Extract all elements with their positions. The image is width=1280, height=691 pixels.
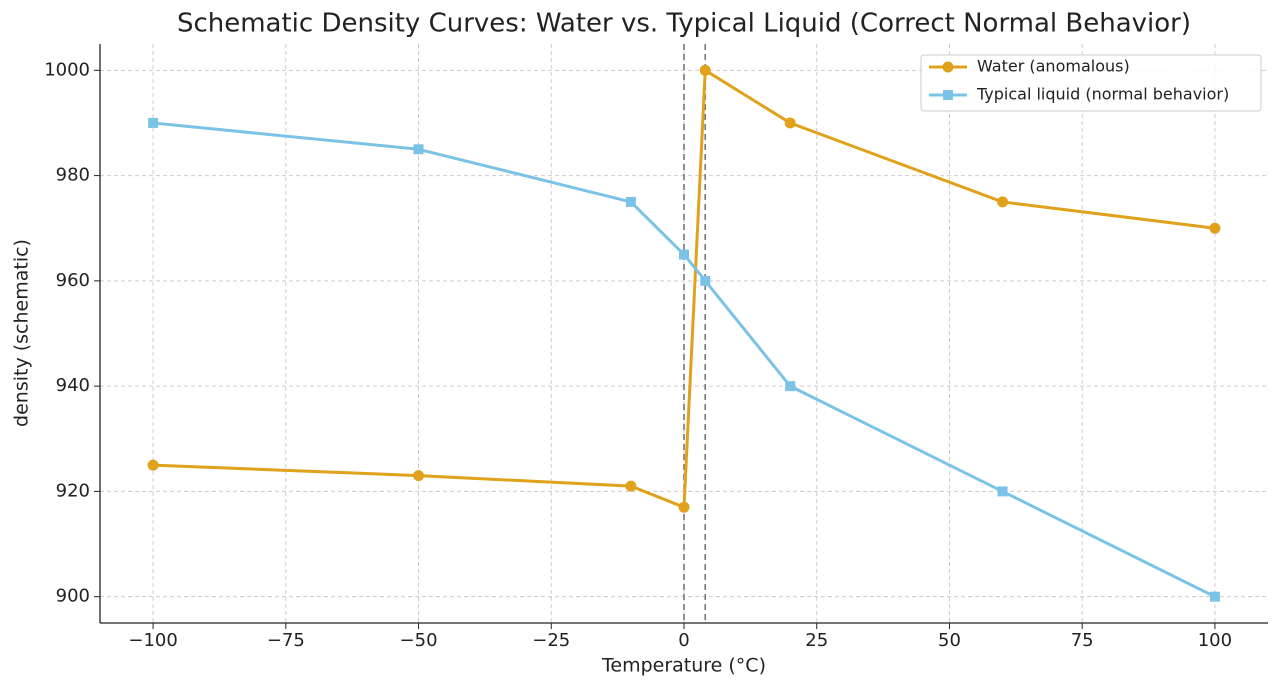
marker <box>700 275 711 286</box>
x-tick-label: 50 <box>938 630 961 651</box>
y-tick-label: 940 <box>56 375 90 396</box>
y-tick-label: 1000 <box>44 59 90 80</box>
x-tick-label: −25 <box>532 630 570 651</box>
marker <box>997 196 1009 208</box>
x-tick-label: −75 <box>267 630 305 651</box>
y-axis-label: density (schematic) <box>11 239 33 427</box>
marker <box>997 486 1008 497</box>
x-tick-label: −50 <box>400 630 438 651</box>
series-line <box>152 121 1216 599</box>
marker <box>943 90 953 100</box>
marker <box>625 196 636 207</box>
marker <box>147 459 159 471</box>
marker <box>784 117 796 129</box>
marker <box>942 61 954 73</box>
y-tick-label: 980 <box>56 165 90 186</box>
y-tick-label: 960 <box>56 270 90 291</box>
legend-label: Water (anomalous) <box>977 57 1130 76</box>
marker <box>413 470 425 482</box>
x-tick-label: 100 <box>1198 630 1232 651</box>
marker <box>785 381 796 392</box>
x-tick-label: 75 <box>1071 630 1094 651</box>
series-line <box>153 68 1216 509</box>
marker <box>1209 591 1220 602</box>
x-tick-label: 25 <box>805 630 828 651</box>
x-tick-label: 0 <box>678 630 689 651</box>
marker <box>679 249 689 260</box>
marker <box>1209 222 1221 234</box>
x-tick-label: −100 <box>128 630 177 651</box>
marker <box>699 64 711 76</box>
marker <box>413 144 424 155</box>
marker <box>625 480 637 492</box>
x-axis-label: Temperature (°C) <box>601 655 766 677</box>
y-tick-label: 920 <box>56 480 90 501</box>
legend-label: Typical liquid (normal behavior) <box>976 85 1229 104</box>
legend-box <box>920 54 1262 112</box>
marker <box>678 501 690 513</box>
marker <box>148 117 159 128</box>
y-tick-label: 900 <box>56 586 90 607</box>
chart-title: Schematic Density Curves: Water vs. Typi… <box>177 9 1191 39</box>
